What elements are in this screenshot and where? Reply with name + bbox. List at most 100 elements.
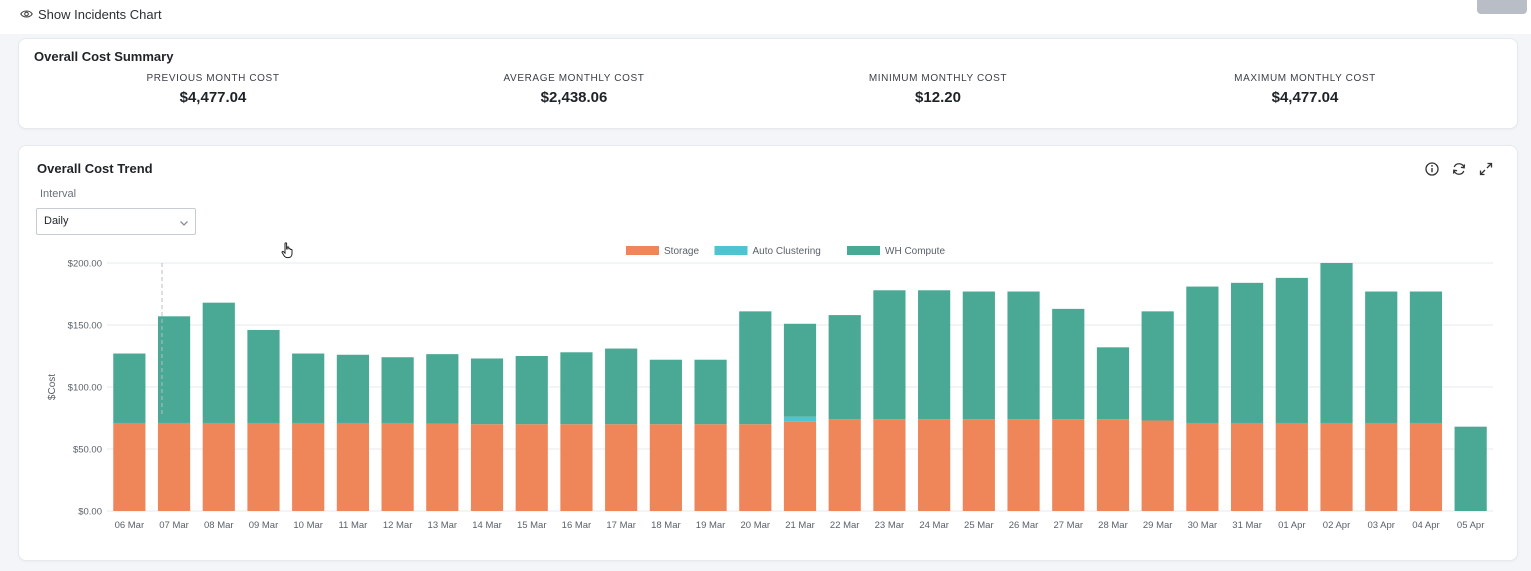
bar-storage-27 xyxy=(1320,422,1353,511)
bar-wh-compute-14 xyxy=(739,311,772,425)
legend-label-0: Storage xyxy=(664,246,699,257)
bar-wh-compute-12 xyxy=(649,359,682,425)
x-tick-label: 25 Mar xyxy=(964,520,994,531)
bar-wh-compute-2 xyxy=(202,302,235,423)
stat-value: $2,438.06 xyxy=(540,89,608,106)
x-tick-label: 31 Mar xyxy=(1232,520,1262,531)
y-tick-label: $150.00 xyxy=(68,321,102,332)
stat-label: MAXIMUM MONTHLY COST xyxy=(1234,73,1376,84)
bar-storage-2 xyxy=(202,422,235,511)
bar-storage-14 xyxy=(739,424,772,511)
bar-storage-13 xyxy=(694,424,727,511)
x-tick-label: 19 Mar xyxy=(696,520,726,531)
bar-storage-21 xyxy=(1052,419,1085,511)
x-tick-label: 02 Apr xyxy=(1323,520,1350,531)
legend-swatch-0 xyxy=(626,246,659,255)
info-icon[interactable] xyxy=(1424,161,1440,177)
bar-storage-1 xyxy=(157,422,191,511)
refresh-icon[interactable] xyxy=(1451,161,1467,177)
expand-icon[interactable] xyxy=(1478,161,1494,177)
trend-title: Overall Cost Trend xyxy=(37,161,153,176)
stat-value: $4,477.04 xyxy=(1271,89,1339,106)
chart-bars xyxy=(113,263,1487,511)
bar-storage-17 xyxy=(873,419,906,511)
stat-label: AVERAGE MONTHLY COST xyxy=(503,73,645,84)
bar-storage-4 xyxy=(292,422,325,511)
bar-storage-18 xyxy=(918,419,951,511)
stat-average-monthly: AVERAGE MONTHLY COST $2,438.06 xyxy=(444,73,704,106)
bar-wh-compute-26 xyxy=(1275,277,1308,423)
bar-storage-20 xyxy=(1007,419,1040,511)
bar-storage-8 xyxy=(470,424,504,511)
x-tick-label: 29 Mar xyxy=(1143,520,1173,531)
x-axis: 06 Mar 07 Mar 08 Mar 09 Mar 10 Mar 11 Mar 12 M… xyxy=(115,520,1485,531)
x-tick-label: 05 Apr xyxy=(1457,520,1484,531)
bar-storage-9 xyxy=(515,424,548,511)
stat-minimum-monthly: MINIMUM MONTHLY COST $12.20 xyxy=(808,73,1068,106)
chart-legend: Storage Auto Clustering WH Compute xyxy=(626,246,945,257)
bar-wh-compute-25 xyxy=(1231,282,1264,423)
bar-wh-compute-9 xyxy=(515,356,548,425)
x-tick-label: 04 Apr xyxy=(1412,520,1439,531)
corner-action-button[interactable] xyxy=(1477,0,1527,14)
bar-wh-compute-10 xyxy=(560,352,593,425)
bar-wh-compute-27 xyxy=(1320,263,1353,423)
bar-storage-11 xyxy=(605,424,638,511)
bar-storage-28 xyxy=(1365,422,1398,511)
y-tick-label: $50.00 xyxy=(73,445,102,456)
bar-wh-compute-16 xyxy=(828,315,861,420)
bar-wh-compute-4 xyxy=(292,353,325,423)
stat-label: MINIMUM MONTHLY COST xyxy=(868,73,1008,84)
bar-storage-22 xyxy=(1096,419,1130,511)
legend-swatch-1 xyxy=(714,246,748,255)
bar-storage-0 xyxy=(113,422,146,511)
stat-label: PREVIOUS MONTH COST xyxy=(146,73,280,84)
hand-pointer-cursor-icon xyxy=(281,242,295,264)
bar-storage-23 xyxy=(1141,420,1174,511)
x-tick-label: 11 Mar xyxy=(338,520,367,531)
eye-icon xyxy=(20,7,33,22)
x-tick-label: 20 Mar xyxy=(741,520,771,531)
bar-wh-compute-3 xyxy=(247,329,280,423)
x-tick-label: 17 Mar xyxy=(606,520,636,531)
chevron-down-icon xyxy=(179,215,189,233)
x-tick-label: 15 Mar xyxy=(517,520,547,531)
interval-select[interactable]: Daily xyxy=(36,208,196,235)
x-tick-label: 12 Mar xyxy=(383,520,413,531)
bar-wh-compute-15 xyxy=(783,323,817,417)
bar-wh-compute-8 xyxy=(470,358,504,425)
x-tick-label: 13 Mar xyxy=(428,520,458,531)
x-tick-label: 22 Mar xyxy=(830,520,860,531)
top-bar: Show Incidents Chart xyxy=(0,0,1531,34)
bar-storage-12 xyxy=(649,424,682,511)
legend-label-2: WH Compute xyxy=(885,246,945,257)
legend-swatch-2 xyxy=(847,246,880,255)
bar-wh-compute-18 xyxy=(918,290,951,420)
x-tick-label: 07 Mar xyxy=(159,520,189,531)
bar-auto-clustering-15 xyxy=(783,416,817,422)
stat-value: $12.20 xyxy=(915,89,961,106)
show-incidents-toggle[interactable]: Show Incidents Chart xyxy=(20,7,162,22)
bar-wh-compute-0 xyxy=(113,353,146,423)
x-tick-label: 18 Mar xyxy=(651,520,681,531)
bar-storage-3 xyxy=(247,422,280,511)
x-tick-label: 10 Mar xyxy=(293,520,323,531)
y-tick-label: $100.00 xyxy=(68,383,102,394)
x-tick-label: 28 Mar xyxy=(1098,520,1128,531)
stat-value: $4,477.04 xyxy=(179,89,247,106)
cost-summary-card: Overall Cost Summary PREVIOUS MONTH COST… xyxy=(18,38,1518,129)
bar-storage-26 xyxy=(1275,422,1308,511)
y-axis: $0.00 $50.00 $100.00 $150.00 $200.00 $Cost xyxy=(47,259,102,518)
x-tick-label: 09 Mar xyxy=(249,520,279,531)
bar-storage-5 xyxy=(336,422,369,511)
x-tick-label: 24 Mar xyxy=(919,520,949,531)
bar-storage-6 xyxy=(381,422,414,511)
cost-trend-card: Overall Cost Trend Interval Daily Storag… xyxy=(18,145,1518,561)
bar-storage-29 xyxy=(1409,422,1443,511)
bar-storage-24 xyxy=(1186,422,1219,511)
bar-wh-compute-23 xyxy=(1141,311,1174,421)
bar-wh-compute-22 xyxy=(1096,347,1130,420)
bar-wh-compute-28 xyxy=(1365,291,1398,423)
interval-label: Interval xyxy=(40,188,77,200)
bar-wh-compute-11 xyxy=(605,348,638,425)
